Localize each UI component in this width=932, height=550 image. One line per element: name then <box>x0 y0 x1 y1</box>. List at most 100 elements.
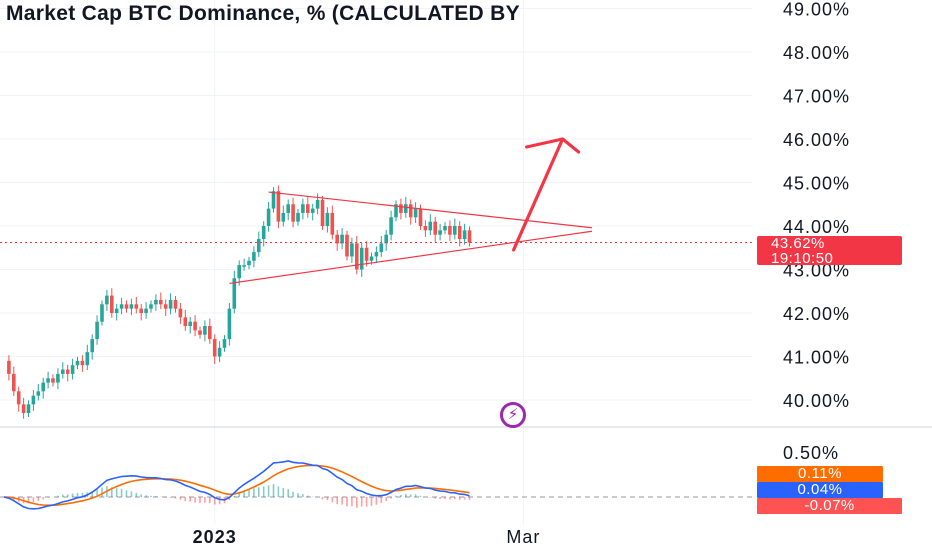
candle-body <box>183 317 188 327</box>
countdown-label: 19:10:50 <box>771 250 834 267</box>
signal-line <box>3 464 470 506</box>
candle-body <box>281 212 286 222</box>
candle-body <box>232 278 237 309</box>
candle-body <box>144 308 148 313</box>
candle-body <box>394 204 398 218</box>
y-tick-label: 45.00% <box>783 174 850 194</box>
candle-body <box>12 373 16 392</box>
candle-body <box>266 208 271 226</box>
y-tick-label: 40.00% <box>783 391 850 411</box>
macd-line <box>3 460 470 510</box>
candle-body <box>227 308 232 340</box>
candle-body <box>462 230 467 240</box>
candle-body <box>408 204 413 218</box>
candle-body <box>320 199 325 226</box>
candle-body <box>41 382 45 392</box>
candle-body <box>467 230 472 243</box>
triangle-upper-line <box>268 191 593 229</box>
candle-body <box>433 221 437 235</box>
candle-body <box>355 243 359 270</box>
candle-body <box>46 378 50 383</box>
candle-body <box>217 347 222 357</box>
candle-body <box>325 212 330 226</box>
candle-body <box>237 265 241 279</box>
y-tick-label: 48.00% <box>783 43 850 63</box>
signal-value-tag: 0.11% <box>757 466 883 482</box>
histogram-value-tag: -0.07% <box>757 498 902 514</box>
y-tick-label: 43.00% <box>783 261 850 281</box>
candle-body <box>119 304 124 309</box>
candle-body <box>448 226 452 235</box>
candle-body <box>56 373 60 383</box>
y-tick-label: 41.00% <box>783 348 850 368</box>
candle-body <box>443 226 447 231</box>
candle-body <box>70 365 75 374</box>
candle-body <box>139 308 143 313</box>
candle-body <box>399 204 403 213</box>
candle-body <box>276 191 281 222</box>
candle-body <box>26 404 31 414</box>
candle-body <box>404 204 408 213</box>
chart-title: Market Cap BTC Dominance, % (CALCULATED … <box>6 2 520 25</box>
candle-body <box>271 191 276 209</box>
candle-body <box>100 304 104 322</box>
candle-body <box>75 360 80 366</box>
candle-body <box>16 391 21 405</box>
candle-body <box>168 299 173 309</box>
candle-body <box>374 252 379 257</box>
candle-body <box>124 304 129 309</box>
candle-body <box>222 339 227 348</box>
candle-body <box>198 330 202 335</box>
candle-body <box>457 226 462 240</box>
y-tick-label: 42.00% <box>783 304 850 324</box>
candle-body <box>423 226 428 231</box>
candle-body <box>296 212 300 222</box>
candle-body <box>208 326 212 340</box>
candle-body <box>193 321 197 331</box>
candle-body <box>438 230 442 235</box>
candle-body <box>340 234 344 244</box>
triangle-lower-line <box>229 230 593 285</box>
y-tick-label: 44.00% <box>783 217 850 237</box>
candle-body <box>384 234 388 244</box>
candle-body <box>163 304 168 309</box>
candle-body <box>418 208 423 226</box>
forecast-arrow <box>511 137 565 252</box>
current-price-label: 43.62% <box>771 235 825 252</box>
candle-body <box>453 226 457 235</box>
candle-body <box>65 369 70 374</box>
lightning-icon[interactable]: ⚡ <box>500 402 526 428</box>
candle-body <box>257 239 261 253</box>
candle-body <box>110 295 114 313</box>
macd-y-tick-label: 0.50% <box>783 443 839 463</box>
x-tick-label: Mar <box>506 527 540 547</box>
candle-body <box>134 304 139 309</box>
candle-body <box>51 378 55 383</box>
candle-body <box>105 295 109 305</box>
candle-body <box>413 208 418 218</box>
candle-body <box>173 299 178 309</box>
current-price-tag: 43.62% 19:10:50 <box>757 235 902 267</box>
candle-body <box>154 299 158 305</box>
macd-value-tag: 0.04% <box>757 482 883 498</box>
candle-body <box>291 204 295 222</box>
candle-body <box>315 199 320 209</box>
candle-body <box>159 299 163 305</box>
candle-body <box>369 256 374 261</box>
y-tick-label: 47.00% <box>783 87 850 107</box>
candle-body <box>36 391 41 396</box>
candle-body <box>95 321 99 340</box>
candle-body <box>7 360 11 374</box>
candle-body <box>310 208 315 213</box>
candle-body <box>21 404 26 414</box>
candle-body <box>80 360 85 366</box>
forecast-arrow-head <box>524 137 581 154</box>
candle-body <box>335 234 339 244</box>
candle-body <box>345 234 349 257</box>
candle-body <box>389 217 393 235</box>
candle-body <box>129 304 134 309</box>
candle-body <box>212 339 217 357</box>
y-tick-label: 46.00% <box>783 130 850 150</box>
candle-body <box>61 369 65 374</box>
